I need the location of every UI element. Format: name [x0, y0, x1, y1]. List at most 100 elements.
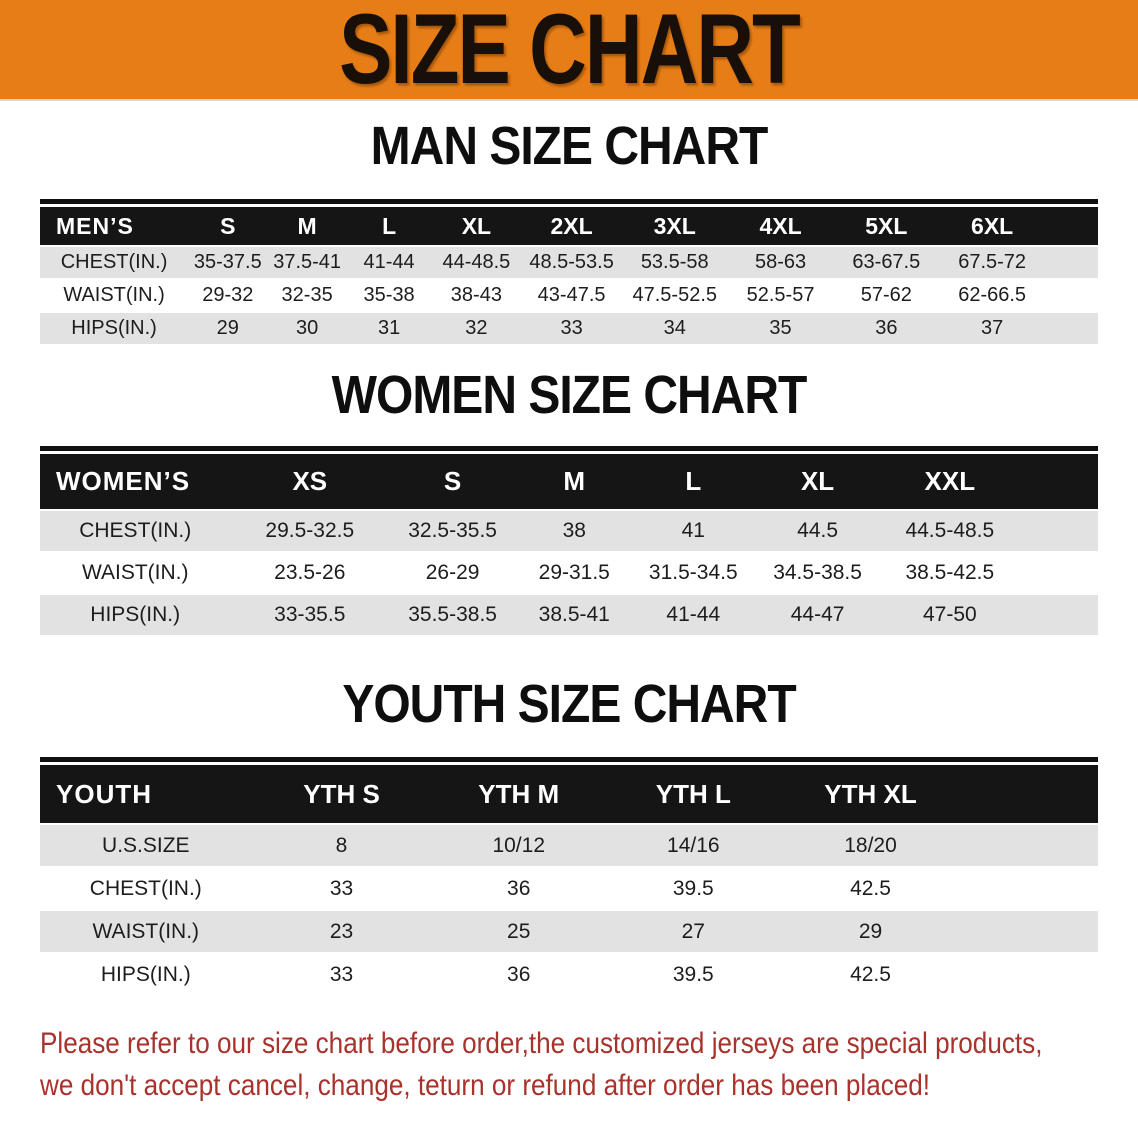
size-value: 31: [346, 313, 432, 346]
size-value: 38-43: [431, 280, 522, 313]
row-label: HIPS(IN.): [40, 595, 231, 637]
cell-filler: [1018, 595, 1098, 637]
size-value: 62-66.5: [939, 280, 1046, 313]
column-header: XL: [754, 454, 882, 511]
size-value: 29: [188, 313, 268, 346]
header-filler: [1018, 454, 1098, 511]
size-value: 35.5-38.5: [389, 595, 517, 637]
youth-header-row: YOUTH YTH S YTH M YTH L YTH XL: [40, 765, 1098, 825]
youth-section-title: YOUTH SIZE CHART: [342, 674, 796, 735]
column-header: M: [516, 454, 633, 511]
size-value: 44-48.5: [431, 247, 522, 280]
size-value: 23: [251, 911, 432, 954]
women-section: WOMEN SIZE CHART WOMEN’S XS S M L XL XXL: [0, 369, 1138, 637]
size-value: 38.5-41: [516, 595, 633, 637]
banner: SIZE CHART: [0, 0, 1138, 104]
size-value: 27: [606, 911, 781, 954]
size-value: 32: [431, 313, 522, 346]
size-value: 32-35: [267, 280, 347, 313]
column-header: XXL: [881, 454, 1019, 511]
size-value: 47.5-52.5: [621, 280, 728, 313]
size-value: 38.5-42.5: [881, 553, 1019, 595]
column-header: 5XL: [833, 207, 940, 247]
size-value: 29: [780, 911, 961, 954]
size-value: 35: [727, 313, 834, 346]
size-value: 37.5-41: [267, 247, 347, 280]
cell-filler: [960, 911, 1098, 954]
column-header: S: [389, 454, 517, 511]
column-header: S: [188, 207, 268, 247]
size-value: 63-67.5: [833, 247, 940, 280]
size-value: 44-47: [754, 595, 882, 637]
column-header: YTH L: [606, 765, 781, 825]
column-header: 4XL: [727, 207, 834, 247]
cell-filler: [1045, 313, 1098, 346]
size-value: 31.5-34.5: [632, 553, 755, 595]
cell-filler: [1045, 247, 1098, 280]
men-table-label: MEN’S: [40, 207, 189, 247]
row-label: WAIST(IN.): [40, 911, 252, 954]
column-header: 3XL: [621, 207, 728, 247]
size-value: 29-32: [188, 280, 268, 313]
table-row: CHEST(IN.) 33 36 39.5 42.5: [40, 868, 1098, 911]
row-label: CHEST(IN.): [40, 511, 231, 553]
size-value: 36: [431, 954, 607, 997]
size-value: 18/20: [780, 825, 961, 868]
row-label: WAIST(IN.): [40, 553, 231, 595]
size-value: 38: [516, 511, 633, 553]
size-value: 42.5: [780, 954, 961, 997]
cell-filler: [1018, 553, 1098, 595]
youth-size-table: YOUTH YTH S YTH M YTH L YTH XL U.S.SIZE …: [40, 757, 1098, 997]
column-header: YTH M: [431, 765, 607, 825]
cell-filler: [960, 825, 1098, 868]
column-header: XS: [230, 454, 390, 511]
size-value: 32.5-35.5: [389, 511, 517, 553]
men-size-table: MEN’S S M L XL 2XL 3XL 4XL 5XL 6XL CHEST…: [40, 199, 1098, 346]
footer-notice: Please refer to our size chart before or…: [40, 1023, 1138, 1107]
men-section-title: MAN SIZE CHART: [370, 116, 769, 177]
size-value: 29-31.5: [516, 553, 633, 595]
size-value: 33: [521, 313, 622, 346]
cell-filler: [960, 868, 1098, 911]
row-label: CHEST(IN.): [40, 868, 252, 911]
cell-filler: [960, 954, 1098, 997]
size-value: 37: [939, 313, 1046, 346]
size-value: 26-29: [389, 553, 517, 595]
women-header-row: WOMEN’S XS S M L XL XXL: [40, 454, 1098, 511]
column-header: 6XL: [939, 207, 1046, 247]
table-row: WAIST(IN.) 29-32 32-35 35-38 38-43 43-47…: [40, 280, 1098, 313]
size-value: 14/16: [606, 825, 781, 868]
size-value: 33: [251, 954, 432, 997]
size-value: 47-50: [881, 595, 1019, 637]
table-row: HIPS(IN.) 33 36 39.5 42.5: [40, 954, 1098, 997]
row-label: WAIST(IN.): [40, 280, 189, 313]
size-value: 57-62: [833, 280, 940, 313]
notice-line-2: we don't accept cancel, change, teturn o…: [40, 1069, 931, 1102]
column-header: YTH S: [251, 765, 432, 825]
size-value: 35-37.5: [188, 247, 268, 280]
size-value: 36: [833, 313, 940, 346]
notice-line-1: Please refer to our size chart before or…: [40, 1027, 1043, 1060]
youth-table-label: YOUTH: [40, 765, 252, 825]
size-value: 36: [431, 868, 607, 911]
size-chart-page: SIZE CHART MAN SIZE CHART MEN’S S M L XL…: [0, 0, 1138, 1107]
size-value: 43-47.5: [521, 280, 622, 313]
size-value: 44.5-48.5: [881, 511, 1019, 553]
column-header: YTH XL: [780, 765, 961, 825]
youth-section: YOUTH SIZE CHART YOUTH YTH S YTH M YTH L…: [0, 674, 1138, 997]
column-header: XL: [431, 207, 522, 247]
size-value: 41-44: [632, 595, 755, 637]
table-row: HIPS(IN.) 33-35.5 35.5-38.5 38.5-41 41-4…: [40, 595, 1098, 637]
cell-filler: [1018, 511, 1098, 553]
size-value: 41-44: [346, 247, 432, 280]
table-row: CHEST(IN.) 29.5-32.5 32.5-35.5 38 41 44.…: [40, 511, 1098, 553]
women-table-label: WOMEN’S: [40, 454, 231, 511]
men-header-row: MEN’S S M L XL 2XL 3XL 4XL 5XL 6XL: [40, 207, 1098, 247]
size-value: 33-35.5: [230, 595, 390, 637]
table-row: U.S.SIZE 8 10/12 14/16 18/20: [40, 825, 1098, 868]
size-value: 58-63: [727, 247, 834, 280]
size-value: 39.5: [606, 868, 781, 911]
size-value: 42.5: [780, 868, 961, 911]
column-header: 2XL: [521, 207, 622, 247]
header-filler: [1045, 207, 1098, 247]
